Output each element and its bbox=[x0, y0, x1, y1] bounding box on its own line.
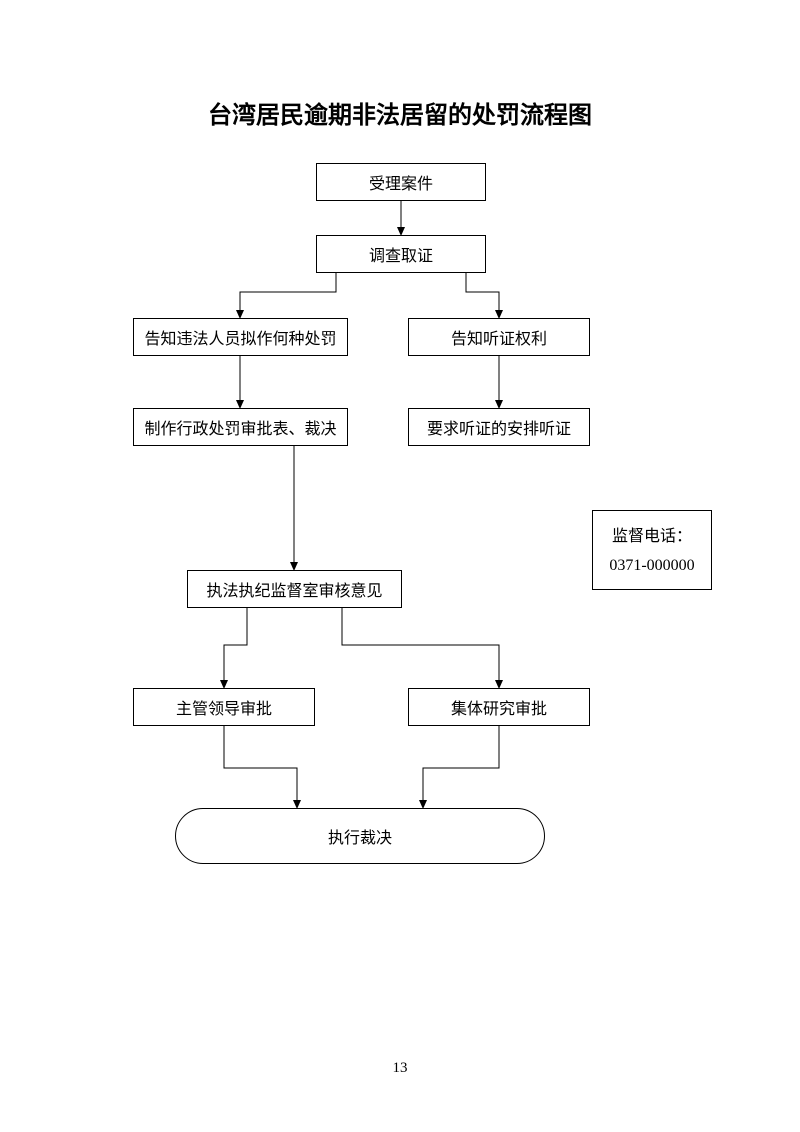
page-number: 13 bbox=[0, 1060, 800, 1077]
flowchart-edges bbox=[0, 0, 800, 1132]
